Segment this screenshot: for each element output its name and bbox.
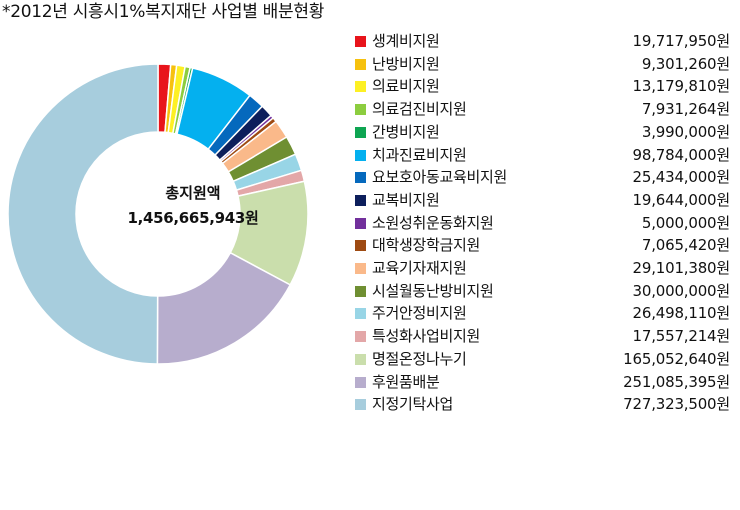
- legend-item: 소원성취운동화지원 5,000,000원: [355, 213, 730, 233]
- legend-swatch: [355, 126, 366, 138]
- legend-item: 치과진료비지원 98,784,000원: [355, 145, 730, 165]
- legend-value: 5,000,000원: [641, 213, 730, 232]
- legend-item: 난방비지원 9,301,260원: [355, 54, 730, 74]
- legend-item: 대학생장학금지원 7,065,420원: [355, 235, 730, 255]
- total-amount-value: 1,456,665,943원: [127, 209, 259, 227]
- legend-value: 19,644,000원: [632, 190, 731, 209]
- legend-label: 주거안정비지원: [372, 304, 467, 323]
- legend-swatch: [355, 376, 366, 388]
- legend-swatch: [355, 331, 366, 343]
- donut-slice-17: [7, 63, 159, 365]
- legend-item: 의료검진비지원 7,931,264원: [355, 99, 730, 119]
- legend-swatch: [355, 104, 366, 116]
- legend-value: 251,085,395원: [623, 372, 730, 391]
- legend-value: 3,990,000원: [641, 122, 730, 141]
- legend-value: 13,179,810원: [632, 77, 731, 96]
- legend-label: 교복비지원: [372, 190, 440, 209]
- legend-label: 의료비지원: [372, 77, 440, 96]
- legend-item: 교복비지원 19,644,000원: [355, 190, 730, 210]
- donut-chart: [7, 63, 309, 365]
- legend-label: 후원품배분: [372, 372, 440, 391]
- legend-value: 17,557,214원: [632, 327, 731, 346]
- legend-item: 명절온정나누기 165,052,640원: [355, 349, 730, 369]
- legend-swatch: [355, 217, 366, 229]
- legend-swatch: [355, 240, 366, 252]
- legend-label: 의료검진비지원: [372, 100, 467, 119]
- legend-item: 후원품배분 251,085,395원: [355, 372, 730, 392]
- legend-label: 대학생장학금지원: [372, 236, 481, 255]
- legend-item: 특성화사업비지원 17,557,214원: [355, 326, 730, 346]
- legend-label: 소원성취운동화지원: [372, 213, 494, 232]
- legend-item: 생계비지원 19,717,950원: [355, 31, 730, 51]
- legend-item: 지정기탁사업 727,323,500원: [355, 394, 730, 414]
- legend-label: 명절온정나누기: [372, 349, 467, 368]
- legend-swatch: [355, 149, 366, 161]
- legend-item: 시설월동난방비지원 30,000,000원: [355, 281, 730, 301]
- legend-label: 난방비지원: [372, 54, 440, 73]
- legend-value: 98,784,000원: [632, 145, 731, 164]
- legend-value: 7,931,264원: [641, 100, 730, 119]
- legend-item: 요보호아동교육비지원 25,434,000원: [355, 167, 730, 187]
- legend-item: 주거안정비지원 26,498,110원: [355, 303, 730, 323]
- legend-label: 지정기탁사업: [372, 395, 454, 414]
- legend-value: 25,434,000원: [632, 168, 731, 187]
- legend-label: 교육기자재지원: [372, 259, 467, 277]
- legend-value: 9,301,260원: [641, 54, 730, 73]
- legend-label: 생계비지원: [372, 32, 440, 50]
- legend-item: 간병비지원 3,990,000원: [355, 122, 730, 142]
- legend-swatch: [355, 172, 366, 184]
- legend-swatch: [355, 58, 366, 70]
- legend-value: 7,065,420원: [641, 236, 730, 255]
- legend-swatch: [355, 285, 366, 297]
- legend-label: 요보호아동교육비지원: [372, 168, 508, 187]
- legend-swatch: [355, 194, 366, 206]
- legend-swatch: [355, 81, 366, 93]
- legend-value: 29,101,380원: [632, 259, 731, 277]
- legend-value: 19,717,950원: [632, 32, 731, 50]
- total-amount-label: 총지원액: [165, 184, 221, 202]
- chart-title: *2012년 시흥시1%복지재단 사업별 배분현황: [2, 2, 325, 22]
- legend-label: 특성화사업비지원: [372, 327, 481, 346]
- legend-label: 치과진료비지원: [372, 145, 467, 164]
- legend-value: 727,323,500원: [623, 395, 730, 414]
- legend-value: 26,498,110원: [632, 304, 731, 323]
- legend-swatch: [355, 399, 366, 411]
- legend-label: 간병비지원: [372, 122, 440, 141]
- legend-value: 30,000,000원: [632, 281, 731, 300]
- legend-value: 165,052,640원: [623, 349, 730, 368]
- legend-swatch: [355, 263, 366, 274]
- legend-swatch: [355, 308, 366, 320]
- legend-item: 의료비지원 13,179,810원: [355, 76, 730, 96]
- legend-label: 시설월동난방비지원: [372, 281, 494, 300]
- legend-swatch: [355, 36, 366, 47]
- legend-item: 교육기자재지원 29,101,380원: [355, 258, 730, 278]
- legend-swatch: [355, 353, 366, 365]
